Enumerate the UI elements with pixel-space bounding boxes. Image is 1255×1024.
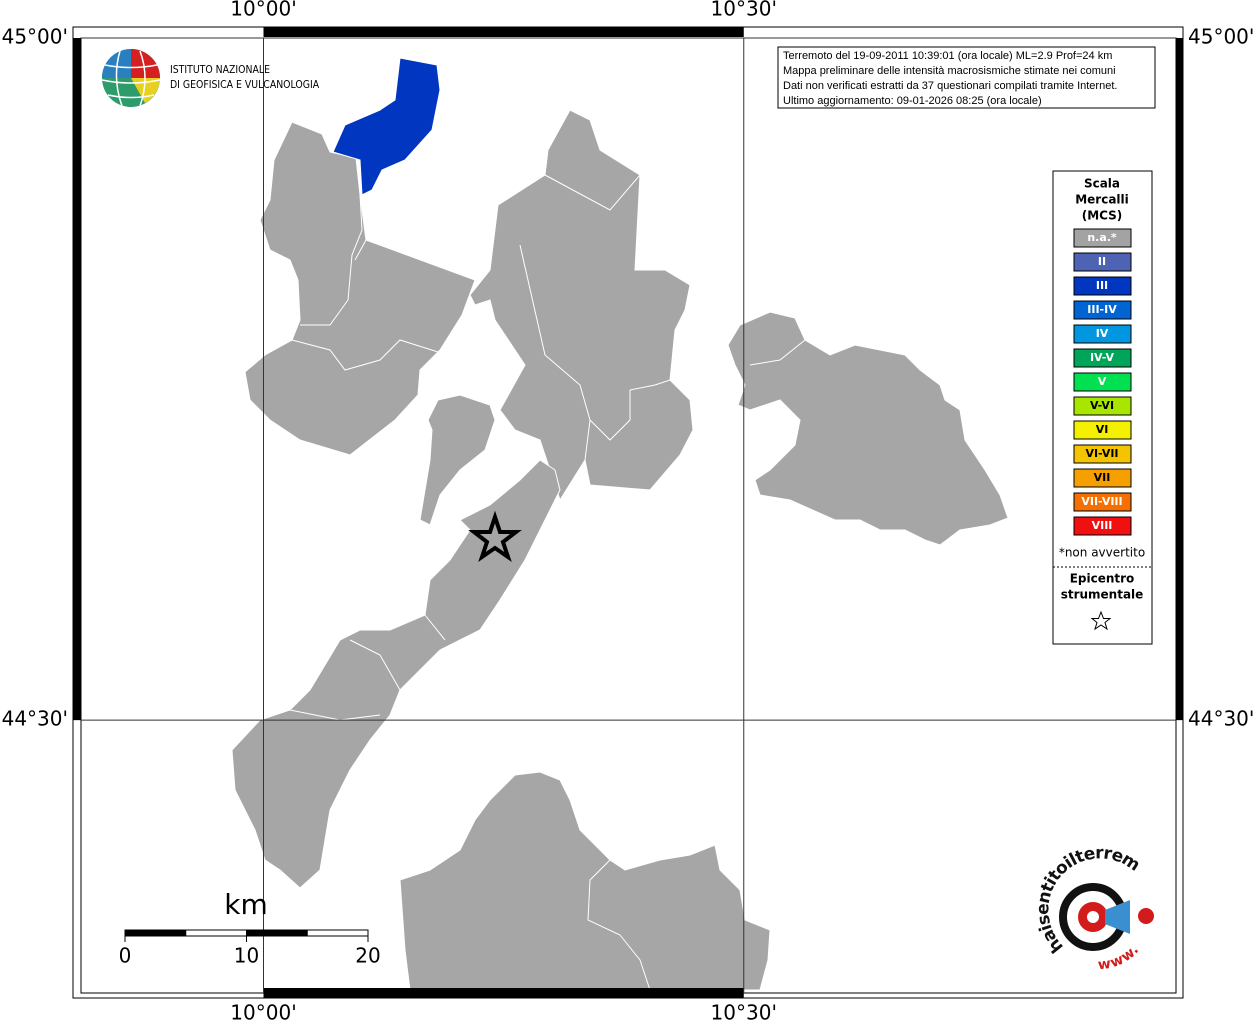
info-line: Mappa preliminare delle intensità macros…	[783, 65, 1116, 77]
legend-swatch	[1073, 252, 1132, 272]
globe-grid	[101, 50, 161, 107]
scale-label: 20	[355, 944, 380, 968]
legend-label: VII-VIII	[1081, 495, 1122, 508]
legend-swatch	[1073, 276, 1132, 296]
border-bar	[263, 27, 744, 37]
legend-label: II	[1098, 255, 1106, 268]
legend-label: VI	[1096, 423, 1109, 436]
municipality	[244, 121, 476, 456]
ingv-name: ISTITUTO NAZIONALE	[170, 65, 270, 77]
scale-bar: km 0 10 20	[119, 888, 381, 968]
legend-swatch	[1073, 348, 1132, 368]
legend: ScalaMercalli(MCS)n.a.*IIIIIIII-IVIVIV-V…	[1052, 170, 1153, 645]
y-tick-label: 45°00'	[2, 25, 68, 49]
legend-star	[1090, 610, 1112, 631]
scale-unit: km	[224, 888, 268, 921]
legend-label: VII	[1094, 471, 1111, 484]
logo-badge	[1138, 908, 1154, 924]
y-tick-label: 44°30'	[2, 707, 68, 731]
border-bar	[1176, 38, 1183, 721]
municipality	[727, 311, 1009, 546]
legend-swatch	[1073, 228, 1132, 248]
legend-label: III	[1096, 279, 1108, 292]
epicenter-star	[468, 510, 522, 563]
ingv-name: DI GEOFISICA E VULCANOLOGIA	[170, 80, 319, 92]
municipality	[231, 459, 561, 889]
y-tick-label: 45°00'	[1188, 25, 1254, 49]
globe-segment	[131, 78, 160, 103]
legend-swatch	[1073, 420, 1132, 440]
logo-dot	[1087, 911, 1099, 923]
info-box: Terremoto del 19-09-2011 10:39:01 (ora l…	[777, 46, 1156, 109]
municipality	[399, 771, 771, 991]
legend-swatch	[1073, 444, 1132, 464]
x-tick-label: 10°30'	[711, 0, 777, 21]
legend-label: IV-V	[1090, 351, 1115, 364]
scale-label: 0	[119, 944, 132, 968]
legend-label: III-IV	[1087, 303, 1117, 316]
scale-segment	[246, 929, 308, 937]
legend-note: *non avvertito	[1059, 546, 1145, 560]
x-tick-label: 10°30'	[711, 1001, 777, 1024]
municipal-border	[587, 859, 651, 991]
legend-epicenter: strumentale	[1061, 588, 1144, 602]
scale-label: 10	[234, 944, 259, 968]
legend-label: V	[1098, 375, 1107, 388]
municipality	[419, 394, 496, 526]
legend-swatch	[1073, 396, 1132, 416]
legend-label: VI-VII	[1085, 447, 1118, 460]
logo-speaker	[1105, 900, 1130, 934]
globe-segment	[131, 49, 160, 78]
info-frame	[777, 46, 1156, 109]
legend-label: VIII	[1092, 519, 1113, 532]
felt-municipality	[332, 57, 441, 196]
info-line: Dati non verificati estratti da 37 quest…	[783, 80, 1117, 92]
legend-label: V-VI	[1090, 399, 1114, 412]
legend-label: n.a.*	[1087, 231, 1117, 244]
x-tick-label: 10°00'	[230, 0, 296, 21]
globe-segment	[102, 49, 131, 78]
y-tick-label: 44°30'	[1188, 707, 1254, 731]
info-line: Terremoto del 19-09-2011 10:39:01 (ora l…	[783, 50, 1112, 62]
municipal-border	[749, 339, 806, 366]
legend-title: Mercalli	[1075, 193, 1129, 207]
scale-segment	[124, 929, 187, 937]
x-tick-label: 10°00'	[230, 1001, 296, 1024]
border-bar	[263, 988, 744, 998]
municipality	[469, 109, 694, 502]
border-bar	[73, 38, 81, 721]
legend-swatch	[1073, 300, 1132, 320]
municipal-border	[291, 194, 439, 371]
legend-swatch	[1073, 516, 1132, 536]
municipalities	[231, 57, 1009, 991]
legend-title: Scala	[1084, 177, 1120, 191]
legend-swatch	[1073, 492, 1132, 512]
legend-swatch	[1073, 324, 1132, 344]
scale-segment	[306, 929, 369, 937]
legend-title: (MCS)	[1082, 209, 1123, 223]
info-line: Ultimo aggiornamento: 09-01-2026 08:25 (…	[783, 95, 1042, 107]
ingv-logo: ISTITUTO NAZIONALE DI GEOFISICA E VULCAN…	[101, 49, 319, 107]
municipal-border	[519, 174, 671, 461]
legend-label: IV	[1096, 327, 1109, 340]
scale-segment	[185, 929, 247, 937]
legend-swatch	[1073, 372, 1132, 392]
legend-swatch	[1073, 468, 1132, 488]
legend-epicenter: Epicentro	[1070, 572, 1135, 586]
